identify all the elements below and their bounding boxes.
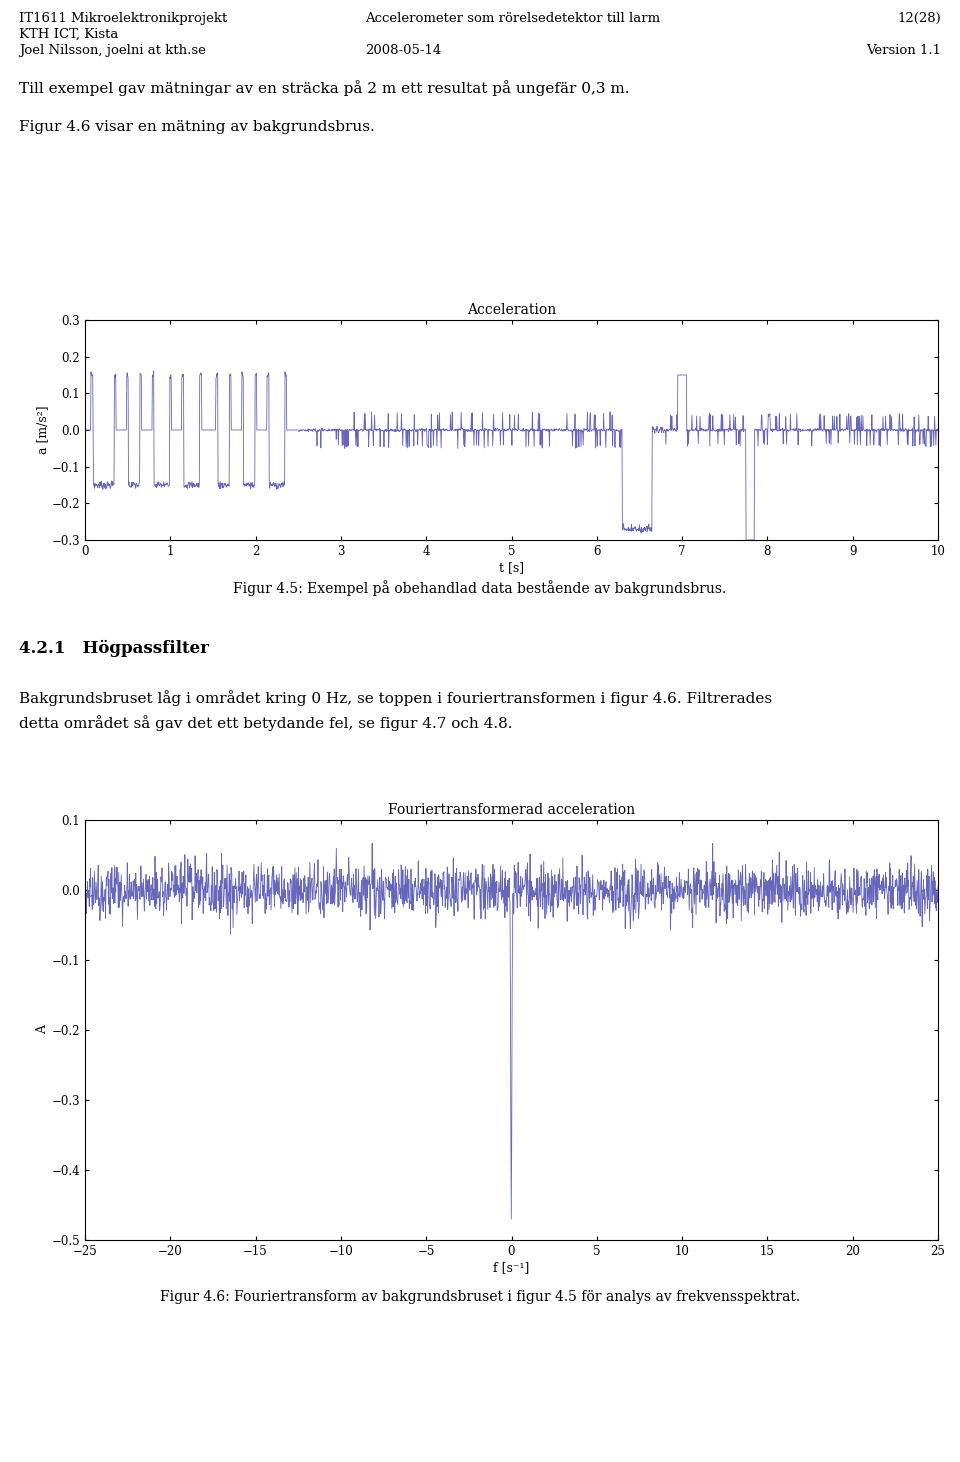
Text: Joel Nilsson, joelni at kth.se: Joel Nilsson, joelni at kth.se [19,44,206,57]
Y-axis label: A: A [36,1025,49,1035]
Title: Acceleration: Acceleration [467,304,556,317]
Text: 2008-05-14: 2008-05-14 [365,44,441,57]
Text: 4.2.1   Högpassfilter: 4.2.1 Högpassfilter [19,640,209,656]
Text: Figur 4.6: Fouriertransform av bakgrundsbruset i figur 4.5 för analys av frekven: Figur 4.6: Fouriertransform av bakgrunds… [160,1289,800,1304]
Text: Bakgrundsbruset låg i området kring 0 Hz, se toppen i fouriertransformen i figur: Bakgrundsbruset låg i området kring 0 Hz… [19,690,773,706]
Title: Fouriertransformerad acceleration: Fouriertransformerad acceleration [388,804,636,817]
Text: detta området så gav det ett betydande fel, se figur 4.7 och 4.8.: detta området så gav det ett betydande f… [19,715,513,731]
Text: KTH ICT, Kista: KTH ICT, Kista [19,28,119,41]
Text: Figur 4.6 visar en mätning av bakgrundsbrus.: Figur 4.6 visar en mätning av bakgrundsb… [19,120,375,135]
Text: IT1611 Mikroelektronikprojekt: IT1611 Mikroelektronikprojekt [19,12,228,25]
Text: Figur 4.5: Exempel på obehandlad data bestående av bakgrundsbrus.: Figur 4.5: Exempel på obehandlad data be… [233,580,727,596]
Text: Version 1.1: Version 1.1 [866,44,941,57]
X-axis label: t [s]: t [s] [499,560,524,573]
Text: Accelerometer som rörelsedetektor till larm: Accelerometer som rörelsedetektor till l… [365,12,660,25]
Text: Till exempel gav mätningar av en sträcka på 2 m ett resultat på ungefär 0,3 m.: Till exempel gav mätningar av en sträcka… [19,80,630,96]
X-axis label: f [s⁻¹]: f [s⁻¹] [493,1260,530,1273]
Text: 12(28): 12(28) [897,12,941,25]
Y-axis label: a [m/s²]: a [m/s²] [36,405,49,455]
